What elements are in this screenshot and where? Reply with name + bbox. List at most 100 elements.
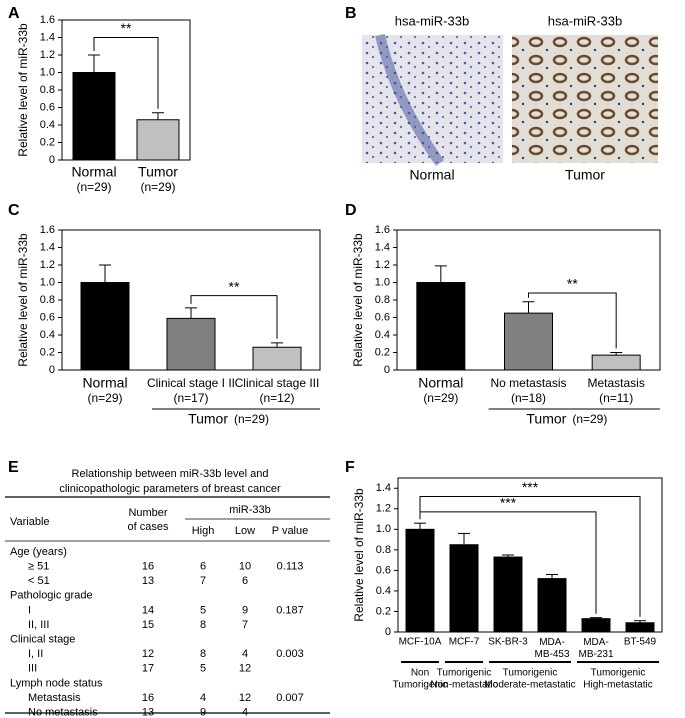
y-tick-label: 0 [385,626,391,638]
table-cell: 0.007 [276,692,304,704]
x-tick-label: SK-BR-3 [488,637,528,648]
group-label: Tumor [526,411,566,427]
y-tick-label: 1.4 [375,241,390,253]
x-tick-label: Normal [418,375,463,391]
table-cell: III [28,663,37,675]
y-tick-label: 1.0 [375,276,390,288]
bar [581,618,611,633]
y-tick-label: 1.2 [40,259,55,271]
y-tick-label: 0 [49,364,55,376]
significance-label: ** [229,278,240,294]
category-note: (n=29) [140,180,175,194]
bar [493,556,523,633]
table-cell: 15 [142,619,154,631]
table-cell: 4 [242,707,248,718]
table-cell: I, II [28,648,43,660]
table-cell: 6 [242,575,248,587]
y-tick-label: 1.4 [40,31,55,43]
x-tick-label: Clinical stage I II [147,376,235,390]
x-tick-label: MCF-10A [399,637,442,648]
y-tick-label: 1.0 [40,276,55,288]
label-line: MDA- [583,637,609,648]
y-tick-label: 0.8 [40,294,55,306]
y-tick-label: 0.2 [376,605,391,617]
significance-bracket [528,292,617,349]
plot-frame [397,477,663,633]
table-cell: 12 [142,648,154,660]
panel-label: E [8,459,19,476]
table-cell: 4 [200,692,206,704]
y-tick-label: 0.8 [376,544,391,556]
group-label: Non [411,668,429,679]
category-note: (n=18) [511,391,546,405]
y-tick-label: 0.4 [375,329,390,341]
group-label: Non-metastatic [430,680,497,691]
y-tick-label: 1.6 [375,224,390,236]
table-cell: 16 [142,692,154,704]
group-label: Tumorigenic [437,668,492,679]
y-tick-label: 1.0 [376,523,391,535]
panel-b [362,33,658,166]
table-cell: I [28,604,31,616]
group-label: Tumorigenic [393,680,448,691]
table-cell: 14 [142,604,154,616]
panel-label: C [8,202,20,219]
image-label: Tumor [565,167,605,183]
y-axis-label: Relative level of miR-33b [16,233,30,367]
bar [591,354,641,371]
label-line: MB-453 [534,649,569,660]
significance-label: ** [121,20,132,36]
y-tick-label: 0 [49,154,55,166]
y-tick-label: 0.4 [40,119,55,131]
y-tick-label: 0.8 [375,294,390,306]
x-tick-label: BT-549 [624,637,657,648]
y-tick-label: 1.2 [40,49,55,61]
y-tick-label: 0.4 [40,329,55,341]
table-cell: 9 [200,707,206,718]
table-header: miR-33b [229,504,271,516]
table-cell: 5 [200,604,206,616]
bar [449,544,479,633]
table-cell: 0.113 [277,561,304,573]
micrograph [512,35,658,163]
table-header: of cases [128,521,169,533]
table-header: High [192,525,215,537]
bar [166,317,216,371]
table-cell: 16 [142,561,154,573]
x-tick-label: Metastasis [587,376,644,390]
tissue-band [375,33,445,166]
y-tick-label: 0.6 [376,564,391,576]
group-label: Moderate-metastatic [484,680,575,691]
table-cell: Clinical stage [10,634,75,646]
category-note: (n=29) [76,180,111,194]
table-cell: Lymph node status [10,677,103,689]
table-cell: 13 [142,575,154,587]
significance-bracket [190,295,278,339]
table-cell: < 51 [28,575,50,587]
y-axis-label: Relative level of miR-33b [351,233,365,367]
category-note: (n=29) [423,391,458,405]
y-tick-label: 1.6 [40,224,55,236]
bar [80,282,130,371]
table-cell: 17 [142,663,154,675]
bar [72,72,116,161]
table-cell: ≥ 51 [28,561,49,573]
significance-bracket [419,495,641,617]
bar [405,528,435,633]
bar [537,578,567,633]
y-tick-label: 0.6 [40,101,55,113]
panel-label: F [345,459,355,476]
category-note: (n=29) [87,391,122,405]
table-header: Low [235,525,255,537]
y-tick-label: 0.6 [375,311,390,323]
y-tick-label: 0.6 [40,311,55,323]
table-cell: 6 [200,561,206,573]
panel-label: B [345,5,357,22]
y-axis-label: Relative level of miR-33b [352,488,366,622]
y-tick-label: 0.2 [40,346,55,358]
table-cell: 12 [239,663,251,675]
significance-bracket [93,37,159,109]
table-header: P value [272,525,309,537]
table-cell: Metastasis [28,692,81,704]
